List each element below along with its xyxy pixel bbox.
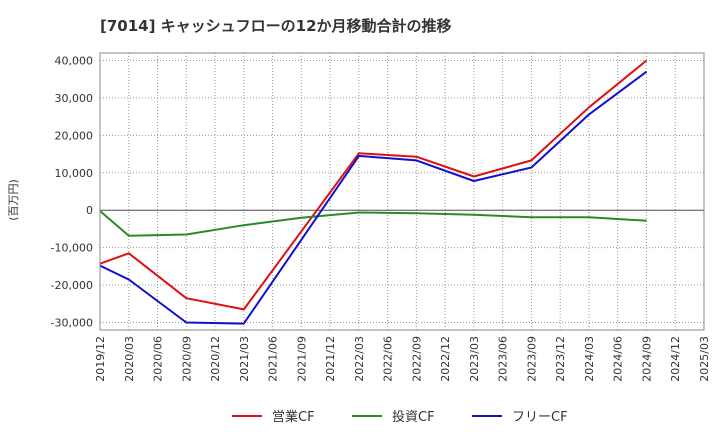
x-tick-label: 2022/03 xyxy=(353,336,366,382)
x-tick-label: 2020/09 xyxy=(180,336,193,382)
y-tick-label: 40,000 xyxy=(55,54,94,67)
x-tick-label: 2023/03 xyxy=(468,336,481,382)
x-tick-labels: 2019/12 2020/03 2020/06 2020/09 2020/12 2021/… xyxy=(94,336,711,382)
y-tick-label: 0 xyxy=(86,204,93,217)
y-tick-label: -20,000 xyxy=(51,279,93,292)
x-tick-label: 2023/12 xyxy=(554,336,567,382)
x-tick-label: 2025/03 xyxy=(698,336,711,382)
legend-label: フリーCF xyxy=(512,410,568,425)
x-tick-label: 2022/12 xyxy=(439,336,452,382)
plot-frame xyxy=(99,52,705,331)
x-tick-label: 2024/09 xyxy=(640,336,653,382)
x-tick-label: 2020/12 xyxy=(209,336,222,382)
y-tick-label: 30,000 xyxy=(55,92,94,105)
x-tick-label: 2020/03 xyxy=(123,336,136,382)
y-axis-label: (百万円) xyxy=(7,179,20,221)
series-line-投資CF xyxy=(99,210,647,237)
series-line-営業CF xyxy=(99,59,648,311)
x-tick-label: 2021/06 xyxy=(267,336,280,382)
legend-label: 営業CF xyxy=(272,409,315,425)
legend: 営業CF 投資CF フリーCF xyxy=(232,409,568,425)
y-tick-label: -30,000 xyxy=(51,317,93,330)
x-tick-label: 2021/12 xyxy=(324,336,337,382)
x-tick-label: 2019/12 xyxy=(94,336,107,382)
x-tick-label: 2023/09 xyxy=(525,336,538,382)
chart-title: [7014] キャッシュフローの12か月移動合計の推移 xyxy=(100,17,452,35)
y-tick-label: 20,000 xyxy=(55,129,94,142)
y-tick-label: 10,000 xyxy=(55,167,94,180)
x-tick-label: 2023/06 xyxy=(497,336,510,382)
y-tick-label: -10,000 xyxy=(51,242,93,255)
x-tick-label: 2020/06 xyxy=(152,336,165,382)
series-lines xyxy=(99,59,648,325)
x-tick-label: 2022/06 xyxy=(382,336,395,382)
x-tick-label: 2024/03 xyxy=(583,336,596,382)
x-tick-label: 2024/12 xyxy=(669,336,682,382)
grid xyxy=(100,53,704,330)
x-tick-label: 2021/09 xyxy=(295,336,308,382)
x-tick-label: 2022/09 xyxy=(410,336,423,382)
series-line-フリーCF xyxy=(99,70,648,325)
y-tick-labels: 40,000 30,000 20,000 10,000 0 -10,000 -20,000 -… xyxy=(51,54,93,329)
x-tick-label: 2024/06 xyxy=(612,336,625,382)
legend-label: 投資CF xyxy=(392,409,435,425)
x-tick-label: 2021/03 xyxy=(238,336,251,382)
